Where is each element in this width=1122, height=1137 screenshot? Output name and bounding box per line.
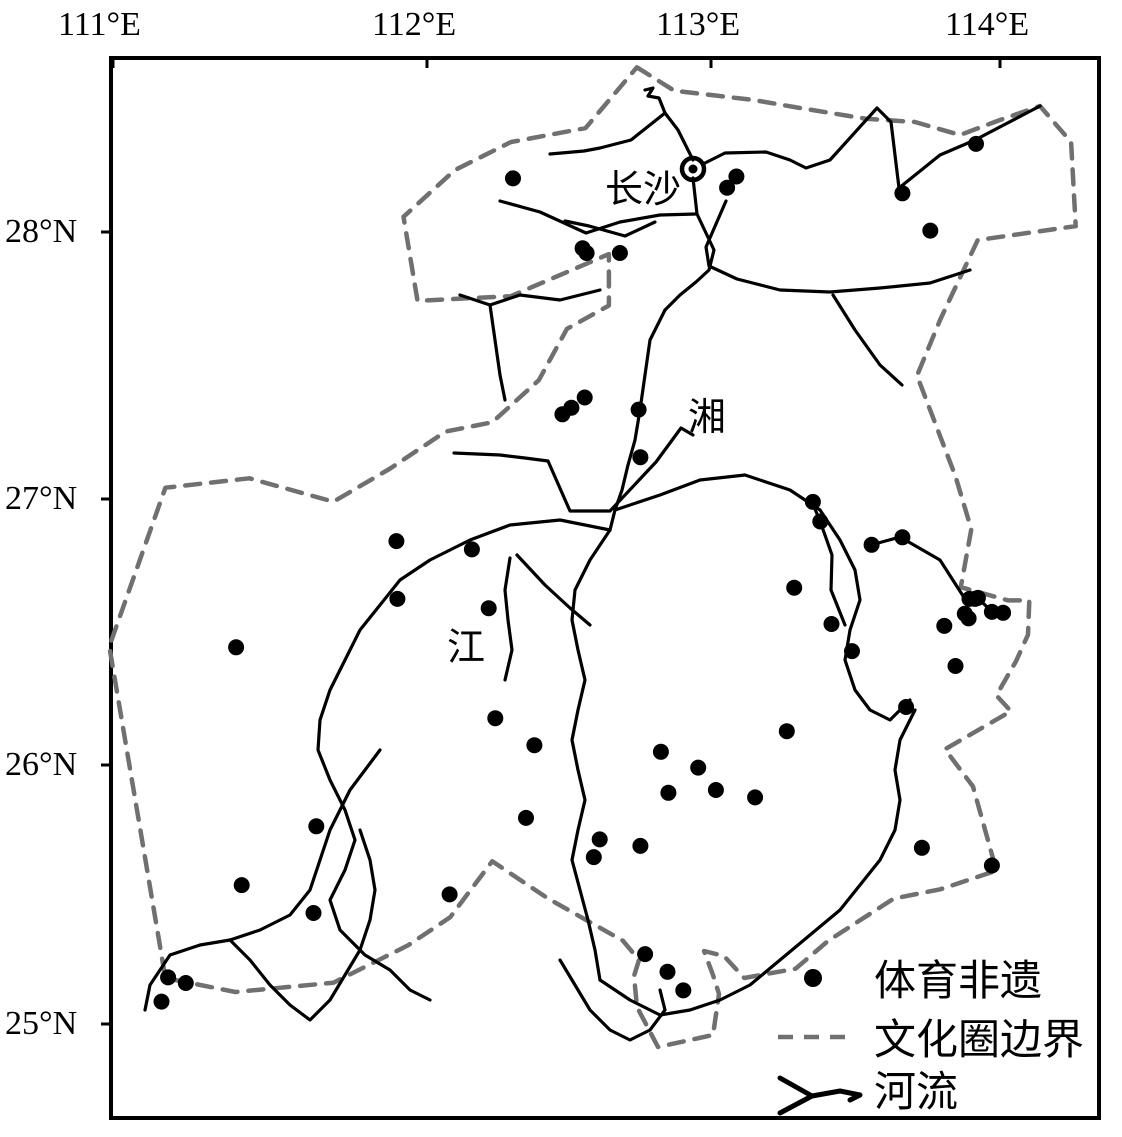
svg-text:江: 江 [447,627,485,669]
svg-text:河流: 河流 [874,1068,958,1115]
svg-text:湘: 湘 [688,397,726,439]
svg-text:文化圈边界: 文化圈边界 [874,1016,1084,1063]
svg-text:体育非遗: 体育非遗 [874,957,1042,1004]
svg-text:长沙: 长沙 [605,169,681,211]
